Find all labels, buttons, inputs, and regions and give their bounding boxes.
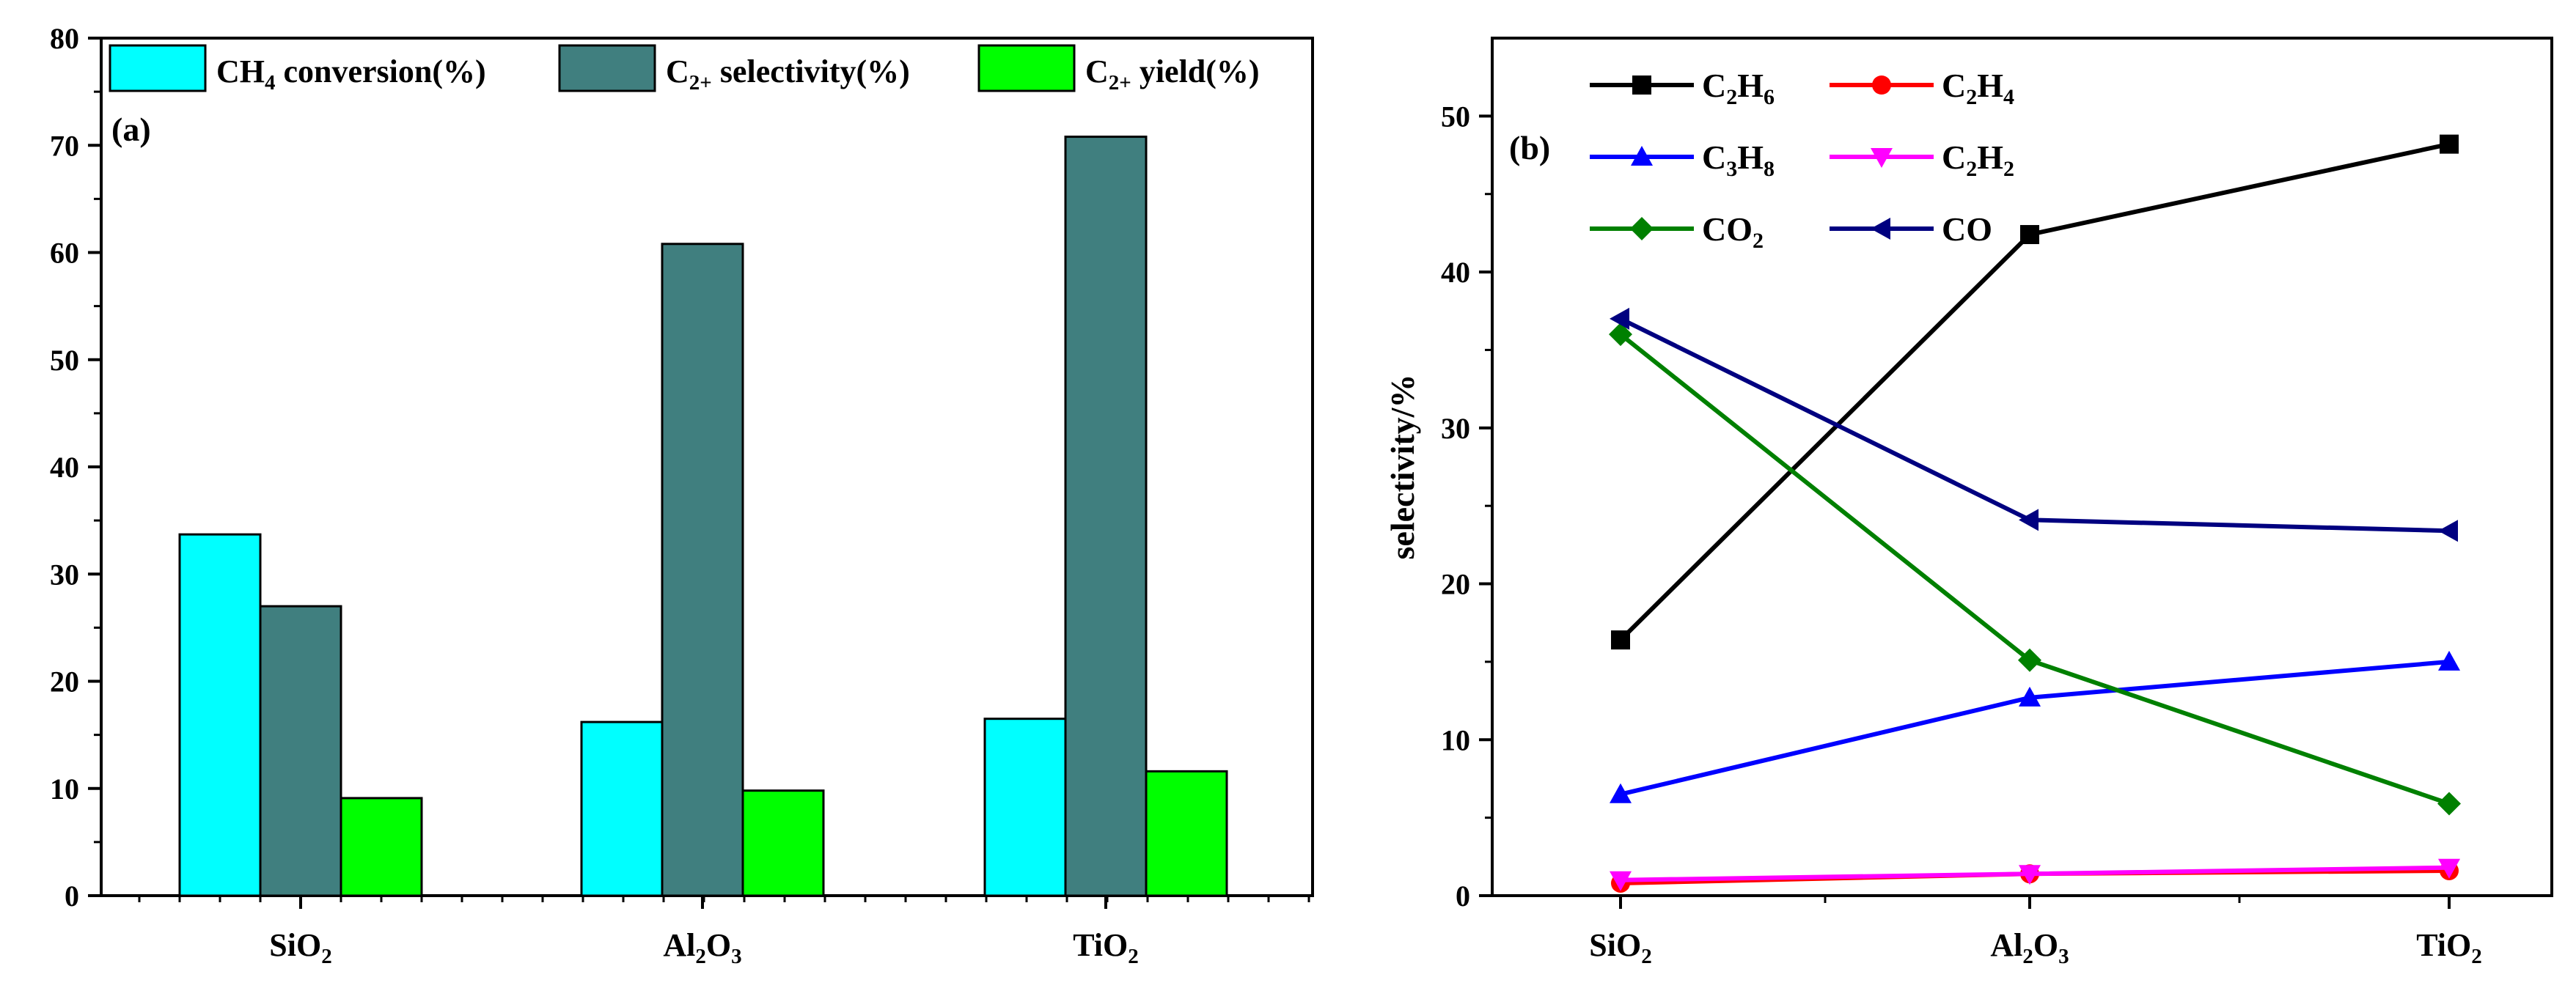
point-CO2-2 xyxy=(2437,792,2461,816)
point-C2H6-1 xyxy=(2020,225,2039,245)
point-C2H6-2 xyxy=(2440,134,2459,154)
legend-label-CO2: CO2 xyxy=(1702,210,1764,253)
point-C2H2-1 xyxy=(2019,865,2041,885)
panel-a-bar-chart: 0 10 20 30 40 50 60 70 80 SiO2 Al2O3 TiO2 CH4 conver… xyxy=(50,22,1314,968)
legend-marker-C2H4 xyxy=(1872,75,1891,95)
legend-marker-CO2 xyxy=(1630,217,1654,240)
bar-conversion-0 xyxy=(178,533,262,897)
point-C2H2-2 xyxy=(2438,858,2460,879)
bar-conversion-1 xyxy=(580,720,664,897)
x-tick-label-a: Al2O3 xyxy=(663,927,741,968)
legend-swatch-conversion xyxy=(109,44,207,92)
point-C3H8-2 xyxy=(2438,650,2460,671)
line-CO xyxy=(1619,317,2450,534)
y-tick-label-a: 40 xyxy=(50,451,79,484)
legend-label-yield: C2+ yield(%) xyxy=(1085,54,1260,95)
legend-label-CO: CO xyxy=(1942,210,1992,248)
x-tick-label-b: TiO2 xyxy=(2416,927,2482,968)
y-tick-label-b: 30 xyxy=(1441,412,1470,445)
point-CO-0 xyxy=(1610,307,1629,330)
x-tick-label-a: TiO2 xyxy=(1073,927,1139,968)
y-axis-label-b: selectivity/% xyxy=(1384,375,1421,560)
bar-yield-2 xyxy=(1145,770,1228,897)
y-tick-label-b: 10 xyxy=(1441,723,1470,756)
panel-b-line-chart: 0 10 20 30 40 50 selectivity/% SiO2 Al2O3 TiO2 C2H… xyxy=(1384,37,2553,968)
legend-label-C3H8: C3H8 xyxy=(1702,139,1775,181)
legend-label-C2H6: C2H6 xyxy=(1702,67,1775,109)
point-CO-2 xyxy=(2438,520,2458,542)
panel-label-a: (a) xyxy=(111,111,151,148)
point-CO2-0 xyxy=(1609,322,1632,347)
legend-marker-C2H6 xyxy=(1632,75,1651,95)
bar-selectivity-2 xyxy=(1064,136,1148,897)
legend-label-conversion: CH4 conversion(%) xyxy=(216,54,486,95)
legend-marker-CO xyxy=(1871,218,1890,240)
point-CO-1 xyxy=(2019,509,2039,531)
panel-label-b: (b) xyxy=(1509,129,1550,166)
y-tick-label-b: 50 xyxy=(1441,100,1470,133)
legend-swatch-yield xyxy=(977,44,1076,92)
y-tick-label-b: 40 xyxy=(1441,256,1470,289)
y-tick-label-a: 80 xyxy=(50,22,79,55)
bar-selectivity-0 xyxy=(259,605,342,897)
bar-conversion-2 xyxy=(983,718,1067,897)
y-tick-label-a: 60 xyxy=(50,237,79,270)
legend-marker-C3H8 xyxy=(1631,146,1653,166)
legend-marker-C2H2 xyxy=(1871,148,1893,168)
point-C2H6-0 xyxy=(1611,630,1630,650)
y-tick-label-a: 30 xyxy=(50,558,79,591)
x-tick-label-b: SiO2 xyxy=(1589,927,1651,968)
legend-label-C2H2: C2H2 xyxy=(1942,139,2014,181)
bar-selectivity-1 xyxy=(661,243,744,897)
y-tick-label-b: 0 xyxy=(1456,880,1470,913)
point-C3H8-0 xyxy=(1610,783,1632,803)
legend-label-selectivity: C2+ selectivity(%) xyxy=(666,54,910,95)
legend-swatch-selectivity xyxy=(558,44,656,92)
y-tick-label-a: 70 xyxy=(50,129,79,162)
x-tick-label-b: Al2O3 xyxy=(1990,927,2069,968)
y-tick-label-a: 0 xyxy=(65,880,79,913)
point-C3H8-1 xyxy=(2019,686,2041,707)
x-tick-label-a: SiO2 xyxy=(269,927,331,968)
line-CO2 xyxy=(1619,332,2450,806)
point-C2H2-0 xyxy=(1610,871,1632,891)
y-tick-label-b: 20 xyxy=(1441,568,1470,601)
point-CO2-1 xyxy=(2018,648,2041,672)
line-C3H8 xyxy=(1620,659,2450,797)
plot-frame-b xyxy=(1491,37,2553,897)
bar-yield-0 xyxy=(340,797,423,897)
y-tick-label-a: 10 xyxy=(50,773,79,805)
bar-yield-1 xyxy=(741,789,825,897)
y-tick-label-a: 50 xyxy=(50,344,79,377)
y-tick-label-a: 20 xyxy=(50,666,79,698)
legend-label-C2H4: C2H4 xyxy=(1942,67,2014,109)
